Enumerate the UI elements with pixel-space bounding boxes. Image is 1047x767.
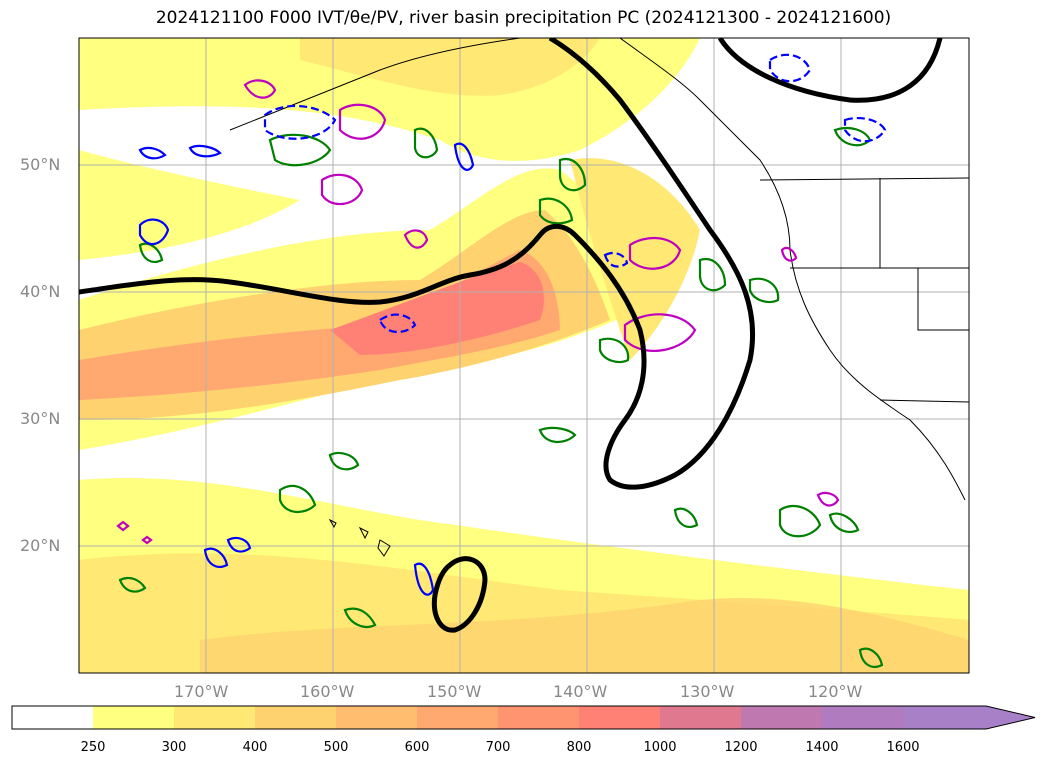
lat-label: 30°N: [20, 409, 61, 428]
colorbar-tick: 700: [485, 740, 511, 755]
theta-e-contours: [118, 126, 884, 668]
lon-label: 160°W: [300, 682, 355, 701]
lon-label: 130°W: [680, 682, 735, 701]
graticule: [79, 38, 969, 673]
lon-label: 170°W: [174, 682, 229, 701]
lon-label: 140°W: [553, 682, 608, 701]
lat-label: 40°N: [20, 282, 61, 301]
colorbar-tick: 1000: [643, 740, 677, 755]
colorbar-tick: 300: [161, 740, 187, 755]
colorbar-tick: 1200: [724, 740, 758, 755]
colorbar-tick: 800: [566, 740, 592, 755]
lat-label: 50°N: [20, 155, 61, 174]
ivt-shading: [79, 38, 969, 673]
figure-title: 2024121100 F000 IVT/θe/PV, river basin p…: [155, 8, 892, 28]
colorbar-tick: 250: [80, 740, 106, 755]
colorbar-tick: 400: [242, 740, 268, 755]
colorbar-tick: 500: [323, 740, 349, 755]
lon-label: 150°W: [427, 682, 482, 701]
map-content: [79, 38, 969, 673]
lon-label: 120°W: [808, 682, 863, 701]
black-contours: [79, 38, 943, 633]
colorbar-tick: 600: [404, 740, 430, 755]
lat-label: 20°N: [20, 536, 61, 555]
colorbar-tick: 1400: [805, 740, 839, 755]
colorbar: [11, 705, 1036, 730]
colorbar-tick: 1600: [886, 740, 920, 755]
pv-contours: [138, 53, 887, 596]
magenta-contours: [116, 79, 840, 545]
map-frame: [78, 37, 970, 674]
